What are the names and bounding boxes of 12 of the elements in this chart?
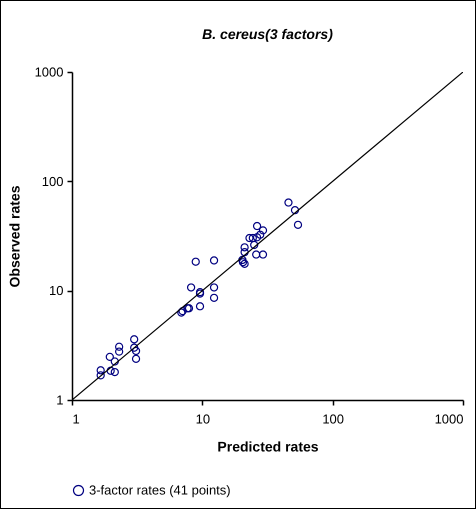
x-tick-label: 1	[72, 412, 80, 426]
chart-title: B. cereus(3 factors)	[202, 26, 334, 42]
y-axis-title: Observed rates	[6, 185, 23, 288]
y-tick-label: 10	[49, 283, 64, 298]
legend-label: 3-factor rates (41 points)	[89, 482, 231, 498]
y-tick-label: 1000	[34, 64, 64, 80]
y-tick-label: 100	[42, 174, 64, 189]
x-tick-label: 1000	[434, 412, 464, 426]
x-tick-label: 100	[322, 412, 344, 426]
y-tick-label: 1	[56, 392, 64, 408]
x-axis-title: Predicted rates	[217, 438, 319, 454]
x-tick-label: 10	[196, 412, 210, 426]
